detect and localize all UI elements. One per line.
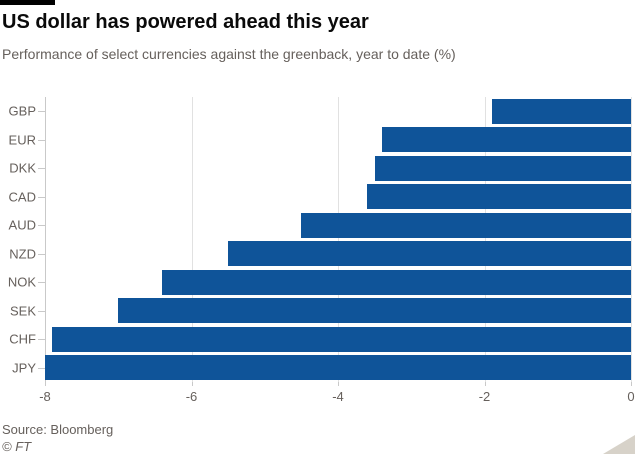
y-axis-label-nok: NOK [7, 274, 36, 290]
bar-sek [118, 298, 631, 324]
y-tick [38, 282, 45, 283]
y-axis-label-sek: SEK [9, 303, 36, 319]
y-axis-label-gbp: GBP [8, 103, 36, 119]
y-axis-label-jpy: JPY [12, 360, 36, 376]
bar-cad [367, 184, 631, 210]
x-axis-tick-label-minus8: -8 [39, 389, 51, 404]
y-axis-label-cad: CAD [8, 189, 36, 205]
x-tick [338, 382, 339, 386]
bar-eur [381, 127, 631, 153]
y-axis-label-nzd: NZD [9, 246, 36, 262]
y-axis-label-dkk: DKK [9, 160, 36, 176]
y-tick [38, 168, 45, 169]
x-axis-tick-label-minus6: -6 [185, 389, 198, 404]
copyright-note: © FT [2, 439, 32, 454]
bar-dkk [374, 155, 631, 181]
bar-gbp [491, 98, 631, 124]
x-axis-labels: -8 -6 -4 -2 0 [39, 382, 635, 406]
x-axis-tick-label-minus4: -4 [332, 389, 344, 404]
x-tick [484, 382, 486, 386]
title-rule [0, 0, 55, 5]
y-tick [38, 111, 45, 112]
bar-chf [52, 326, 631, 352]
y-axis-label-aud: AUD [8, 217, 36, 233]
y-tick [38, 140, 45, 141]
x-axis-tick-label-minus2: -2 [478, 389, 491, 404]
x-tick [191, 382, 193, 386]
plot-area [45, 97, 632, 382]
bar-aud [301, 212, 631, 238]
y-tick [38, 339, 45, 340]
gridline [631, 97, 632, 382]
gridline [484, 97, 486, 382]
gridline [338, 97, 339, 382]
y-axis-line [45, 97, 46, 382]
y-axis-label-chf: CHF [9, 331, 36, 347]
x-tick [45, 382, 46, 386]
chart-subtitle: Performance of select currencies against… [2, 46, 456, 62]
y-axis-label-eur: EUR [8, 132, 36, 148]
y-tick [38, 368, 45, 369]
chart-title: US dollar has powered ahead this year [2, 11, 369, 33]
bar-jpy [45, 355, 631, 381]
y-axis-labels: GBP EUR DKK CAD AUD NZD NOK SEK CHF JPY [0, 97, 45, 382]
gridline [191, 97, 193, 382]
x-tick [631, 382, 632, 386]
x-axis-tick-label-0: 0 [627, 389, 635, 404]
y-tick [38, 225, 45, 226]
y-tick [38, 311, 45, 312]
resize-handle-icon[interactable] [603, 435, 635, 454]
bar-nzd [228, 241, 631, 267]
y-tick [38, 254, 45, 255]
source-note: Source: Bloomberg [2, 422, 114, 437]
y-tick [38, 197, 45, 198]
bar-nok [162, 269, 631, 295]
